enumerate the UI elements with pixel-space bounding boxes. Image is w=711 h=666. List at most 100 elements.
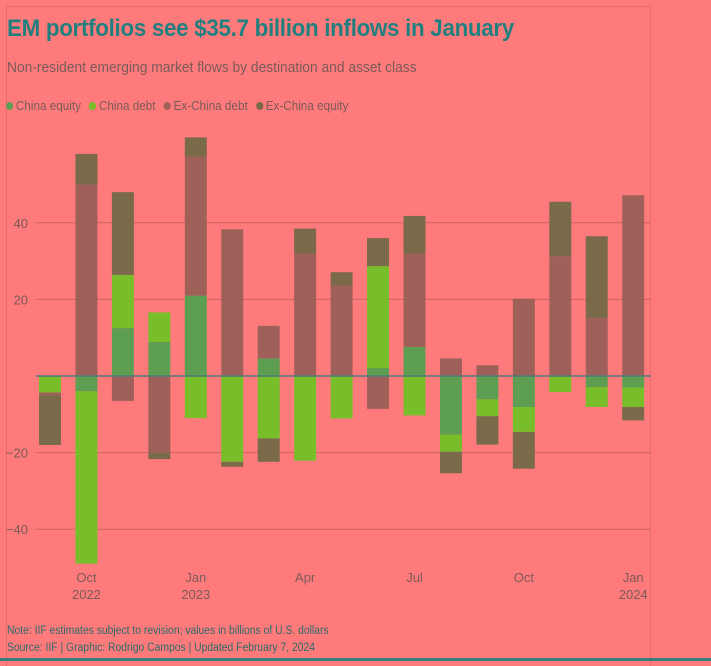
legend-item-ex-china-equity[interactable]: Ex-China equity (255, 98, 348, 113)
bar-segment (111, 376, 134, 401)
legend-label: Ex-China debt (173, 98, 248, 113)
bar-segment (257, 438, 280, 462)
bar-segment (39, 395, 61, 445)
legend-dot-icon (163, 101, 171, 110)
legend-dot-icon (89, 101, 97, 110)
bar-segment (257, 325, 280, 359)
bottom-strip (0, 658, 711, 661)
legend-dot-icon (255, 101, 264, 110)
bar-segment (585, 318, 608, 376)
bar-segment (221, 229, 244, 376)
bar-segment (403, 253, 426, 347)
bar-segment (476, 399, 499, 417)
bar-segment (330, 272, 353, 286)
bar-segment (148, 452, 171, 460)
bar-segment (367, 376, 390, 409)
legend: China equity China debt Ex-China debt Ex… (6, 98, 348, 113)
bar-segment (622, 387, 645, 408)
x-tick-year-label: 2022 (72, 587, 101, 602)
x-tick-label: Jan (623, 570, 644, 585)
legend-label: China equity (15, 98, 81, 113)
bar-segment (75, 184, 98, 376)
x-tick-label: Jan (185, 570, 206, 585)
bar-group (585, 236, 608, 408)
x-tick-label: Oct (514, 570, 535, 585)
bar-segment (403, 376, 426, 416)
bar-segment (111, 274, 134, 329)
bar-segment (257, 358, 280, 376)
bar-group (549, 201, 572, 393)
bar-segment (75, 376, 98, 392)
bar-group (39, 376, 61, 445)
bar-segment (367, 367, 390, 376)
bar-group (476, 365, 499, 445)
bar-segment (512, 376, 535, 408)
legend-item-ex-china-debt[interactable]: Ex-China debt (163, 98, 248, 113)
y-tick-label: 20 (14, 292, 28, 307)
bar-segment (439, 358, 462, 376)
bar-segment (476, 376, 499, 400)
bar-segment (439, 434, 462, 452)
x-axis-ticks: Oct 2022 Jan 2023 Apr Jul Oct Jan 2024 (72, 570, 648, 602)
bar-segment (367, 238, 390, 267)
bar-segment (439, 376, 462, 435)
bar-segment (512, 407, 535, 432)
bar-segment (622, 376, 645, 388)
bar-segment (184, 295, 207, 376)
bar-segment (148, 312, 171, 342)
bar-segment (148, 376, 171, 453)
legend-item-china-debt[interactable]: China debt (89, 98, 156, 113)
bar-segment (622, 407, 645, 421)
bar-group (75, 153, 98, 564)
bar-group (221, 229, 244, 467)
bar-segment (111, 328, 134, 376)
y-tick-label: −40 (6, 522, 28, 537)
bar-group (294, 228, 317, 461)
bar-segment (330, 285, 353, 376)
bar-segment (549, 256, 572, 376)
bar-group (403, 215, 426, 416)
bar-segment (184, 137, 207, 157)
legend-item-china-equity[interactable]: China equity (6, 98, 81, 113)
chart-subtitle: Non-resident emerging market flows by de… (7, 59, 417, 76)
legend-dot-icon (6, 101, 14, 110)
bar-segment (476, 416, 499, 445)
bar-segment (75, 391, 98, 564)
bar-segment (549, 376, 572, 393)
bar-segment (585, 376, 608, 388)
bar-group (512, 298, 535, 469)
bar-group (330, 272, 353, 419)
bar-segment (39, 392, 61, 396)
bar-segment (184, 156, 207, 296)
x-tick-label: Oct (76, 570, 97, 585)
bar-group (257, 325, 280, 462)
bar-segment (39, 376, 61, 393)
bar-segment (294, 228, 317, 254)
bar-segment (622, 195, 645, 376)
bar-segment (512, 431, 535, 469)
bar-segment (585, 387, 608, 408)
bar-segment (403, 346, 426, 376)
bars (39, 137, 645, 564)
bar-segment (549, 201, 572, 257)
bar-segment (476, 365, 499, 376)
bar-segment (148, 341, 171, 376)
y-axis-ticks: 40 20 −20 −40 (6, 216, 28, 537)
chart-frame (6, 6, 651, 666)
bar-segment (403, 215, 426, 254)
bar-group (439, 358, 462, 474)
bar-segment (294, 253, 317, 376)
bar-segment (439, 451, 462, 474)
bar-segment (111, 192, 134, 275)
bar-group (111, 192, 134, 401)
bar-segment (330, 376, 353, 419)
chart-title: EM portfolios see $35.7 billion inflows … (7, 15, 514, 42)
bar-segment (294, 376, 317, 461)
bar-group (622, 195, 645, 421)
bar-group (148, 312, 171, 460)
bar-segment (221, 461, 244, 467)
bar-group (367, 238, 390, 409)
bar-segment (585, 236, 608, 319)
source-line: Source: IIF | Graphic: Rodrigo Campos | … (7, 642, 315, 654)
legend-label: China debt (98, 98, 156, 113)
